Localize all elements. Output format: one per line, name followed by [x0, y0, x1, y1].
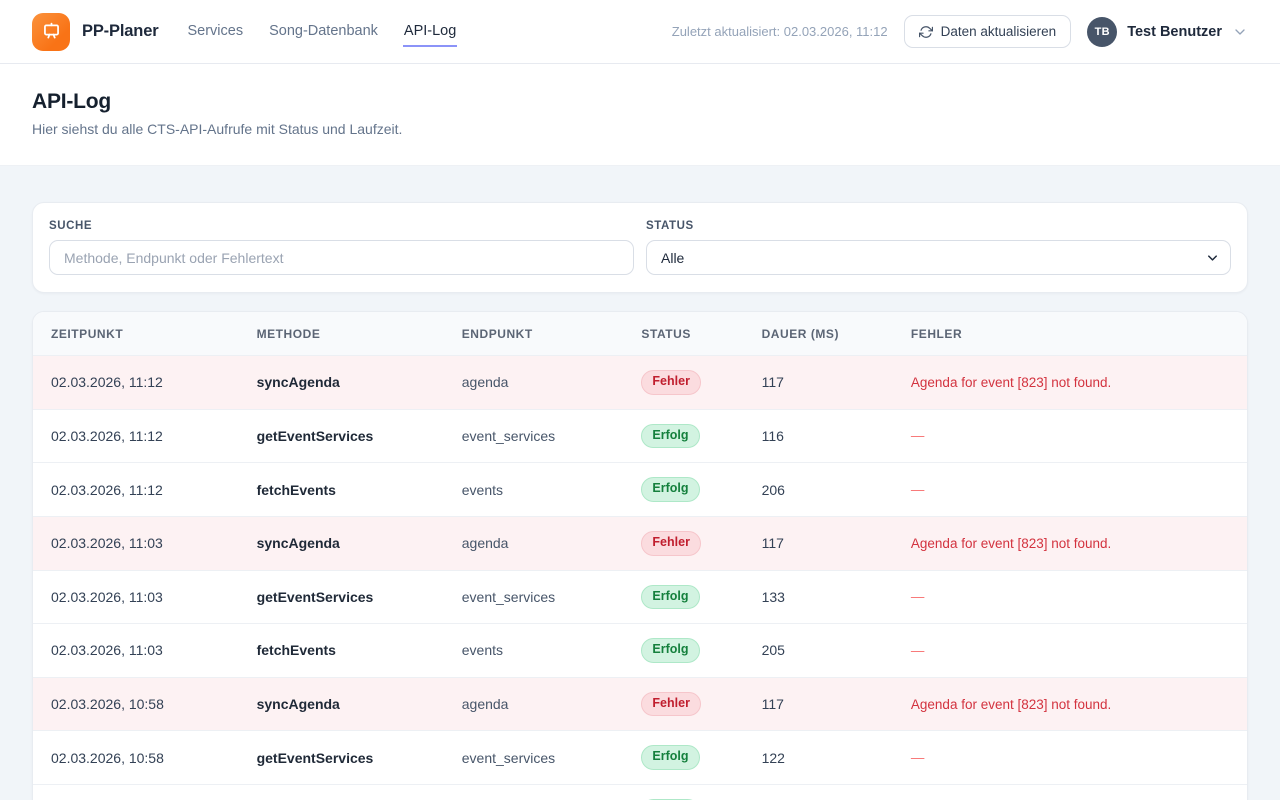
cell-error: — [895, 409, 1247, 463]
cell-method: fetchEvents [241, 785, 446, 800]
cell-error: Agenda for event [823] not found. [895, 516, 1247, 570]
cell-error: — [895, 463, 1247, 517]
cell-error: — [895, 785, 1247, 800]
status-badge: Erfolg [641, 638, 699, 663]
cell-duration: 117 [746, 677, 895, 731]
user-avatar: TB [1087, 17, 1117, 47]
cell-timestamp: 02.03.2026, 10:58 [33, 785, 241, 800]
search-input[interactable] [49, 240, 634, 275]
cell-timestamp: 02.03.2026, 11:12 [33, 409, 241, 463]
cell-duration: 133 [746, 570, 895, 624]
cell-method: getEventServices [241, 731, 446, 785]
top-navigation-bar: PP-Planer Services Song-Datenbank API-Lo… [0, 0, 1280, 64]
brand-name: PP-Planer [82, 22, 158, 41]
table-row: 02.03.2026, 11:03 fetchEvents events Erf… [33, 624, 1247, 678]
column-header-endpunkt: ENDPUNKT [446, 312, 626, 356]
table-row: 02.03.2026, 10:58 fetchEvents events Erf… [33, 785, 1247, 800]
cell-endpoint: event_services [446, 731, 626, 785]
cell-error: Agenda for event [823] not found. [895, 677, 1247, 731]
table-row: 02.03.2026, 11:12 syncAgenda agenda Fehl… [33, 356, 1247, 410]
api-log-table-card: ZEITPUNKT METHODE ENDPUNKT STATUS DAUER … [32, 311, 1248, 800]
cell-error: — [895, 731, 1247, 785]
status-badge: Erfolg [641, 424, 699, 449]
status-badge: Erfolg [641, 745, 699, 770]
last-updated-text: Zuletzt aktualisiert: 02.03.2026, 11:12 [672, 24, 888, 39]
cell-timestamp: 02.03.2026, 11:12 [33, 356, 241, 410]
refresh-button-label: Daten aktualisieren [941, 24, 1057, 39]
status-badge: Fehler [641, 692, 701, 717]
main-content: SUCHE STATUS Alle [0, 166, 1280, 800]
status-select[interactable]: Alle [646, 240, 1231, 275]
cell-duration: 117 [746, 516, 895, 570]
cell-timestamp: 02.03.2026, 11:12 [33, 463, 241, 517]
status-badge: Fehler [641, 370, 701, 395]
cell-timestamp: 02.03.2026, 10:58 [33, 731, 241, 785]
status-field-group: STATUS Alle [646, 220, 1231, 275]
cell-duration: 116 [746, 409, 895, 463]
cell-endpoint: event_services [446, 570, 626, 624]
app-logo-icon [32, 13, 70, 51]
table-row: 02.03.2026, 11:12 fetchEvents events Erf… [33, 463, 1247, 517]
cell-endpoint: events [446, 785, 626, 800]
table-row: 02.03.2026, 10:58 getEventServices event… [33, 731, 1247, 785]
user-name: Test Benutzer [1127, 24, 1222, 40]
column-header-zeitpunkt: ZEITPUNKT [33, 312, 241, 356]
brand: PP-Planer [32, 13, 158, 51]
cell-duration: 122 [746, 731, 895, 785]
cell-endpoint: events [446, 624, 626, 678]
page-header: API-Log Hier siehst du alle CTS-API-Aufr… [0, 64, 1280, 166]
search-label: SUCHE [49, 220, 634, 232]
refresh-icon [919, 25, 933, 39]
cell-method: fetchEvents [241, 624, 446, 678]
column-header-methode: METHODE [241, 312, 446, 356]
cell-endpoint: event_services [446, 409, 626, 463]
cell-timestamp: 02.03.2026, 11:03 [33, 624, 241, 678]
table-row: 02.03.2026, 11:03 getEventServices event… [33, 570, 1247, 624]
cell-error: — [895, 624, 1247, 678]
user-menu[interactable]: TB Test Benutzer [1087, 17, 1248, 47]
table-row: 02.03.2026, 10:58 syncAgenda agenda Fehl… [33, 677, 1247, 731]
cell-duration: 117 [746, 356, 895, 410]
cell-endpoint: events [446, 463, 626, 517]
column-header-fehler: FEHLER [895, 312, 1247, 356]
cell-timestamp: 02.03.2026, 10:58 [33, 677, 241, 731]
cell-timestamp: 02.03.2026, 11:03 [33, 516, 241, 570]
main-nav: Services Song-Datenbank API-Log [186, 17, 457, 47]
status-label: STATUS [646, 220, 1231, 232]
cell-method: syncAgenda [241, 677, 446, 731]
cell-duration: 206 [746, 463, 895, 517]
page-title: API-Log [32, 90, 1248, 114]
cell-endpoint: agenda [446, 356, 626, 410]
cell-error: — [895, 570, 1247, 624]
cell-method: fetchEvents [241, 463, 446, 517]
status-badge: Fehler [641, 531, 701, 556]
column-header-status: STATUS [625, 312, 745, 356]
api-log-table: ZEITPUNKT METHODE ENDPUNKT STATUS DAUER … [33, 312, 1247, 800]
nav-item-song-datenbank[interactable]: Song-Datenbank [268, 17, 379, 47]
cell-endpoint: agenda [446, 516, 626, 570]
status-badge: Erfolg [641, 477, 699, 502]
table-row: 02.03.2026, 11:03 syncAgenda agenda Fehl… [33, 516, 1247, 570]
table-header-row: ZEITPUNKT METHODE ENDPUNKT STATUS DAUER … [33, 312, 1247, 356]
page-subtitle: Hier siehst du alle CTS-API-Aufrufe mit … [32, 121, 1248, 137]
cell-duration: 205 [746, 624, 895, 678]
cell-endpoint: agenda [446, 677, 626, 731]
cell-timestamp: 02.03.2026, 11:03 [33, 570, 241, 624]
cell-method: getEventServices [241, 409, 446, 463]
filter-card: SUCHE STATUS Alle [32, 202, 1248, 293]
table-row: 02.03.2026, 11:12 getEventServices event… [33, 409, 1247, 463]
nav-item-api-log[interactable]: API-Log [403, 17, 457, 47]
cell-method: getEventServices [241, 570, 446, 624]
cell-method: syncAgenda [241, 516, 446, 570]
search-field-group: SUCHE [49, 220, 634, 275]
cell-error: Agenda for event [823] not found. [895, 356, 1247, 410]
column-header-dauer: DAUER (MS) [746, 312, 895, 356]
refresh-data-button[interactable]: Daten aktualisieren [904, 15, 1072, 48]
cell-duration: 295 [746, 785, 895, 800]
chevron-down-icon [1232, 24, 1248, 40]
cell-method: syncAgenda [241, 356, 446, 410]
nav-item-services[interactable]: Services [186, 17, 244, 47]
status-badge: Erfolg [641, 585, 699, 610]
